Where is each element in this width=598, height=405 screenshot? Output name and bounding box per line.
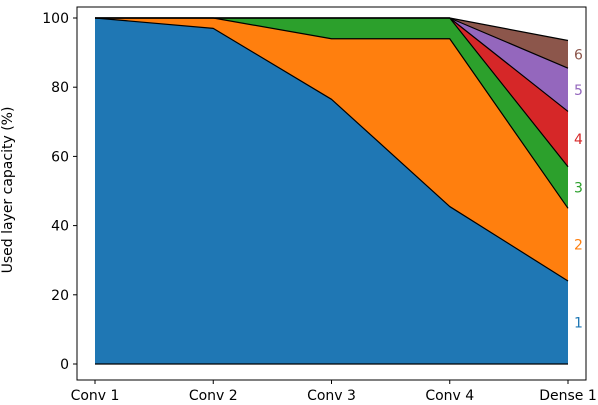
- series-label-4: 4: [574, 132, 583, 148]
- x-axis: Conv 1 Conv 2 Conv 3 Conv 4 Dense 1: [71, 380, 597, 404]
- stack-boundary-1: [94, 17, 569, 282]
- x-tick-label: Conv 4: [425, 388, 474, 404]
- x-tick-label: Conv 2: [189, 388, 238, 404]
- series-label-5: 5: [574, 83, 583, 99]
- series-label-2: 2: [574, 238, 583, 254]
- y-tick-label: 0: [60, 357, 69, 373]
- area-series-1: [95, 18, 568, 364]
- y-tick-label: 100: [42, 11, 69, 27]
- x-tick-label: Conv 1: [71, 388, 120, 404]
- area-series-group: [94, 17, 569, 365]
- series-label-1: 1: [574, 315, 583, 331]
- series-label-group: 1 2 3 4 5 6: [574, 47, 583, 331]
- y-tick-label: 40: [51, 219, 69, 235]
- y-axis: 0 20 40 60 80 100: [42, 11, 77, 373]
- area-series-2: [95, 18, 568, 281]
- stack-boundary-6: [95, 17, 569, 42]
- series-label-6: 6: [574, 47, 583, 63]
- x-tick-label: Dense 1: [539, 388, 597, 404]
- y-axis-title: Used layer capacity (%): [0, 107, 16, 274]
- x-tick-label: Conv 3: [307, 388, 356, 404]
- y-tick-label: 60: [51, 149, 69, 165]
- series-label-3: 3: [574, 181, 583, 197]
- y-tick-label: 80: [51, 80, 69, 96]
- y-tick-label: 20: [51, 288, 69, 304]
